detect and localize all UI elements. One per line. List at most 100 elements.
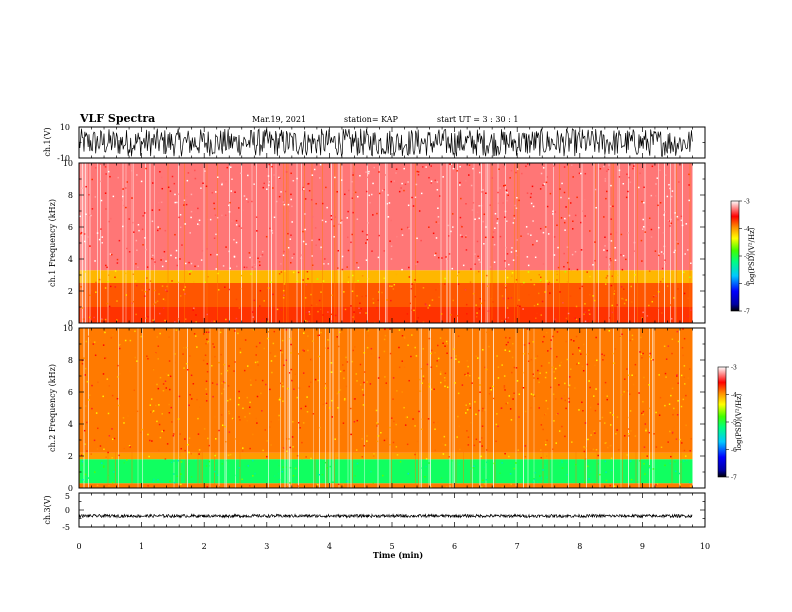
spectrogram-cell xyxy=(249,256,251,259)
spectrogram-cell xyxy=(584,311,586,313)
spectrogram-cell xyxy=(434,254,436,257)
spectrogram-streak xyxy=(239,328,241,488)
spectrogram-cell xyxy=(85,340,88,343)
spectrogram-cell xyxy=(455,355,457,357)
spectrogram-cell xyxy=(628,176,630,179)
spectrogram-cell xyxy=(663,214,665,216)
time-tick-label: 8 xyxy=(577,542,582,551)
spectrogram-cell xyxy=(331,294,333,297)
spectrogram-cell xyxy=(688,368,691,370)
spectrogram-cell xyxy=(166,290,168,293)
spectrogram-cell xyxy=(350,305,352,307)
spectrogram-streak xyxy=(457,163,458,323)
spectrogram-cell xyxy=(85,185,87,188)
spectrogram-cell xyxy=(208,460,211,463)
spectrogram-cell xyxy=(444,372,447,375)
spectrogram-cell xyxy=(546,176,549,178)
spectrogram-streak xyxy=(488,163,490,323)
spectrogram-streak xyxy=(619,163,620,323)
spectrogram-cell xyxy=(162,383,165,385)
spectrogram-cell xyxy=(202,182,204,185)
time-tick-label: 9 xyxy=(640,542,645,551)
spectrogram-cell xyxy=(208,331,210,334)
spectrogram-cell xyxy=(322,280,325,282)
spectrogram-cell xyxy=(206,312,209,315)
spectrogram-cell xyxy=(567,312,570,315)
spectrogram-cell xyxy=(563,394,566,397)
spectrogram-cell xyxy=(299,427,301,429)
spectrogram-cell xyxy=(474,218,476,220)
spectrogram-streak xyxy=(88,328,89,488)
spectrogram-cell xyxy=(516,380,519,382)
spectrogram-cell xyxy=(581,365,584,368)
spectrogram-streak xyxy=(296,163,298,323)
spectrogram-streak xyxy=(224,328,226,488)
spectrogram-cell xyxy=(395,423,397,426)
spectrogram-cell xyxy=(485,226,487,228)
spectrogram-cell xyxy=(221,382,223,384)
spectrogram-cell xyxy=(412,418,414,420)
spectrogram-streak xyxy=(287,328,289,488)
spectrogram-streak xyxy=(449,328,451,488)
spectrogram-cell xyxy=(245,465,248,468)
spectrogram-cell xyxy=(488,345,490,348)
spectrogram-cell xyxy=(589,470,592,473)
spectrogram-cell xyxy=(385,382,388,384)
spectrogram-cell xyxy=(407,204,410,207)
spectrogram-cell xyxy=(296,177,298,180)
spectrogram-cell xyxy=(446,352,448,355)
spectrogram-cell xyxy=(105,173,107,175)
spectrogram-cell xyxy=(188,271,190,273)
spectrogram-cell xyxy=(347,249,350,252)
spectrogram-cell xyxy=(182,347,185,349)
spectrogram-streak xyxy=(319,328,320,488)
spectrogram-cell xyxy=(282,254,285,257)
spectrogram-cell xyxy=(303,350,305,352)
spectrogram-cell xyxy=(631,301,633,303)
spectrogram-cell xyxy=(492,236,494,238)
spectrogram-cell xyxy=(333,225,335,227)
spectrogram-cell xyxy=(206,248,208,250)
spectrogram-cell xyxy=(302,186,305,189)
spectrogram-cell xyxy=(565,206,567,208)
spectrogram-cell xyxy=(339,222,342,224)
ch2-spectrogram-ticks xyxy=(78,327,706,489)
spectrogram-cell xyxy=(301,355,304,358)
spectrogram-cell xyxy=(261,254,264,256)
spectrogram-cell xyxy=(492,231,495,233)
spectrogram-cell xyxy=(271,371,273,374)
spectrogram-cell xyxy=(81,454,83,456)
spectrogram-cell xyxy=(588,312,590,315)
spectrogram-cell xyxy=(269,426,271,428)
spectrogram-cell xyxy=(136,174,138,176)
spectrogram-cell xyxy=(294,467,297,470)
spectrogram-cell xyxy=(523,281,525,284)
spectrogram-cell xyxy=(493,462,495,465)
spectrogram-cell xyxy=(122,188,124,190)
spectrogram-cell xyxy=(97,381,99,384)
spectrogram-cell xyxy=(229,398,232,401)
spectrogram-cell xyxy=(492,385,494,388)
spectrogram-streak xyxy=(287,163,289,323)
spectrogram-cell xyxy=(483,409,486,411)
time-tick-label: 5 xyxy=(389,542,394,551)
spectrogram-streak xyxy=(142,328,143,488)
spectrogram-cell xyxy=(495,440,497,443)
spectrogram-cell xyxy=(403,167,405,170)
spectrogram-cell xyxy=(422,377,425,380)
spectrogram-cell xyxy=(228,288,230,291)
spectrogram-cell xyxy=(249,447,251,450)
spectrogram-cell xyxy=(134,356,137,359)
spectrogram-cell xyxy=(87,477,90,479)
spectrogram-cell xyxy=(311,255,313,257)
spectrogram-cell xyxy=(575,335,578,338)
spectrogram-cell xyxy=(278,483,281,485)
spectrogram-cell xyxy=(480,486,483,488)
spectrogram-cell xyxy=(604,236,606,238)
spectrogram-cell xyxy=(542,231,545,234)
spectrogram-cell xyxy=(476,240,479,243)
spectrogram-cell xyxy=(200,187,202,189)
time-tick-label: 3 xyxy=(264,542,269,551)
spectrogram-cell xyxy=(360,378,362,381)
spectrogram-streak xyxy=(154,163,155,323)
